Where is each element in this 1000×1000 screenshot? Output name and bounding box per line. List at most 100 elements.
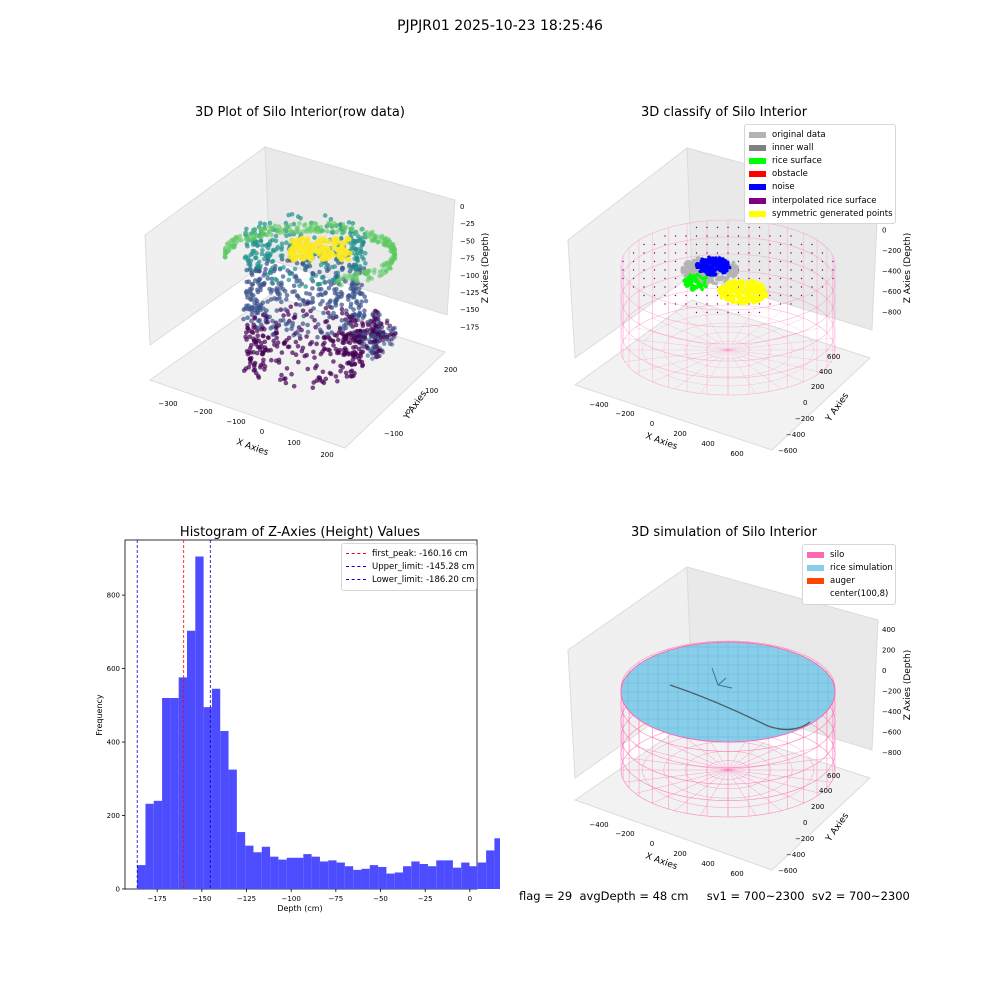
classify-interpolated-point bbox=[716, 235, 719, 237]
raw-point bbox=[378, 335, 384, 340]
raw-point bbox=[248, 252, 254, 257]
classify-interpolated-point bbox=[758, 277, 761, 280]
classify-interpolated-point bbox=[779, 260, 782, 263]
classify-silo-floor-ring bbox=[706, 340, 750, 360]
raw-point bbox=[309, 314, 315, 320]
raw-point bbox=[372, 267, 377, 273]
raw-point bbox=[347, 293, 353, 299]
raw-x-tick-label: −100 bbox=[226, 418, 245, 426]
classify-interpolated-point bbox=[706, 303, 708, 305]
histogram-plot-area: −175 −150 −125 −100 −75 −50 −25 0 0 200 400 600 800 bbox=[107, 539, 500, 903]
classify-rice-surface-point bbox=[694, 285, 699, 290]
classify-interpolated-point bbox=[748, 235, 750, 237]
raw-point bbox=[363, 250, 368, 256]
histogram-y-tick-label: 0 bbox=[116, 886, 120, 894]
classify-interpolated-point bbox=[779, 277, 782, 280]
raw-point bbox=[291, 221, 297, 227]
classify-generated-point bbox=[758, 285, 763, 289]
legend-label: Upper_limit: -145.28 cm bbox=[372, 561, 475, 572]
classify-noise-point bbox=[720, 259, 725, 264]
classify-silo-ring bbox=[620, 253, 836, 345]
raw-point bbox=[305, 329, 311, 335]
histogram-bar bbox=[469, 866, 478, 889]
raw-point bbox=[284, 366, 290, 371]
raw-point bbox=[375, 240, 380, 245]
raw-point bbox=[374, 354, 379, 359]
raw-point bbox=[341, 225, 346, 231]
classify-interpolated-point bbox=[674, 294, 677, 297]
classify-interpolated-point bbox=[779, 294, 782, 297]
raw-point bbox=[273, 238, 279, 244]
classify-noise-point bbox=[704, 265, 709, 270]
raw-point bbox=[282, 289, 288, 294]
raw-point bbox=[354, 275, 359, 281]
legend-line-sample bbox=[346, 579, 366, 581]
raw-y-tick-label: 200 bbox=[444, 366, 457, 374]
classify-z-tick-label: −200 bbox=[882, 247, 901, 255]
classify-interpolated-point bbox=[800, 286, 803, 288]
simulation-legend: silo rice simulation auger center(100,8) bbox=[802, 544, 896, 605]
raw-point bbox=[294, 279, 300, 284]
classify-silo-floor-spoke bbox=[674, 349, 729, 390]
raw-point bbox=[370, 356, 375, 361]
classify-silo-floor-spoke bbox=[727, 349, 832, 362]
raw-point bbox=[339, 267, 345, 273]
classify-y-tick-label: 0 bbox=[803, 399, 807, 407]
classify-silo-ring bbox=[620, 304, 836, 396]
raw-point bbox=[322, 213, 328, 218]
classify-generated-point bbox=[723, 292, 727, 297]
raw-point bbox=[272, 342, 277, 347]
classify-generated-point bbox=[761, 286, 766, 291]
raw-panel-title: 3D Plot of Silo Interior(row data) bbox=[195, 105, 405, 120]
raw-point bbox=[284, 297, 289, 302]
classify-noise-point bbox=[727, 265, 732, 270]
raw-point bbox=[258, 238, 264, 244]
raw-point bbox=[375, 327, 380, 332]
raw-point bbox=[353, 344, 359, 350]
raw-point bbox=[325, 310, 331, 316]
raw-point bbox=[358, 334, 364, 339]
simulation-y-tick-label: 200 bbox=[811, 803, 824, 811]
histogram-bar bbox=[311, 856, 320, 889]
raw-point bbox=[260, 243, 265, 248]
raw-point bbox=[343, 321, 349, 327]
raw-point bbox=[335, 378, 340, 384]
raw-point bbox=[326, 285, 332, 291]
raw-point bbox=[317, 327, 323, 333]
classify-interpolated-point bbox=[748, 311, 750, 314]
classify-interpolated-point bbox=[685, 303, 687, 305]
histogram-bar bbox=[419, 864, 428, 889]
raw-y-tick-label: −100 bbox=[384, 430, 403, 438]
classify-generated-point bbox=[746, 296, 750, 301]
raw-point bbox=[255, 280, 261, 285]
raw-point bbox=[338, 249, 345, 255]
raw-point bbox=[331, 359, 336, 364]
raw-point bbox=[257, 344, 262, 350]
classify-generated-point bbox=[751, 300, 755, 304]
raw-point bbox=[264, 261, 270, 267]
classify-interpolated-point bbox=[727, 252, 729, 254]
raw-point bbox=[363, 233, 368, 239]
legend-label: first_peak: -160.16 cm bbox=[372, 548, 468, 559]
raw-point bbox=[268, 325, 274, 331]
raw-point bbox=[341, 327, 346, 332]
classify-floor bbox=[573, 299, 871, 451]
raw-point bbox=[347, 268, 353, 274]
raw-point bbox=[290, 350, 295, 356]
simulation-y-tick-label: 0 bbox=[803, 819, 807, 827]
raw-point bbox=[279, 245, 285, 250]
raw-point bbox=[258, 365, 263, 370]
raw-point bbox=[254, 303, 259, 309]
raw-point bbox=[281, 313, 286, 318]
raw-point bbox=[286, 344, 292, 350]
classify-interpolated-point bbox=[779, 235, 782, 237]
classify-silo-floor-spoke bbox=[624, 349, 729, 362]
simulation-x-tick-label: 400 bbox=[701, 860, 714, 868]
raw-point bbox=[335, 279, 341, 284]
raw-point-cloud bbox=[222, 212, 398, 391]
raw-point bbox=[268, 297, 274, 302]
simulation-silo-floor-spoke bbox=[652, 736, 729, 771]
raw-point bbox=[261, 357, 266, 363]
raw-point bbox=[393, 331, 398, 336]
raw-point bbox=[263, 243, 269, 248]
